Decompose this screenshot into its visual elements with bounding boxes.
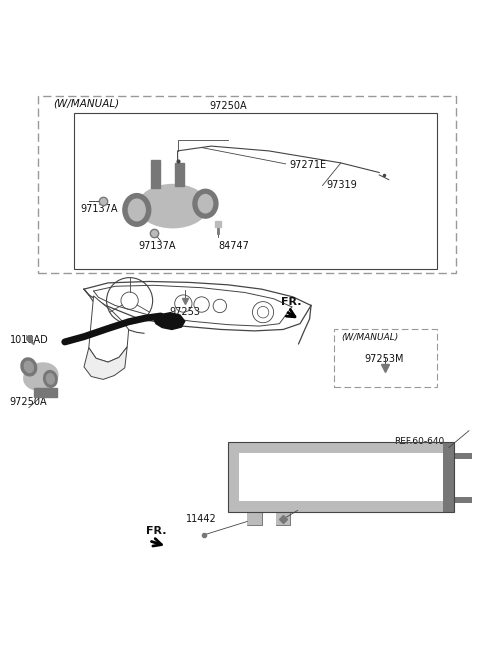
Text: 97253: 97253 bbox=[169, 307, 200, 317]
Text: 11442: 11442 bbox=[186, 514, 217, 524]
Text: (W/MANUAL): (W/MANUAL) bbox=[341, 333, 398, 342]
Polygon shape bbox=[84, 347, 127, 379]
Bar bbox=[74, 112, 437, 269]
Text: FR.: FR. bbox=[281, 298, 301, 307]
Polygon shape bbox=[89, 296, 129, 362]
Ellipse shape bbox=[198, 194, 213, 213]
Bar bbox=[228, 442, 454, 512]
Ellipse shape bbox=[24, 363, 58, 390]
Bar bbox=[334, 329, 437, 387]
Polygon shape bbox=[247, 512, 262, 526]
Polygon shape bbox=[443, 442, 454, 512]
Text: (W/MANUAL): (W/MANUAL) bbox=[53, 98, 119, 108]
FancyBboxPatch shape bbox=[151, 160, 160, 188]
Polygon shape bbox=[228, 501, 454, 512]
Polygon shape bbox=[239, 453, 443, 501]
Text: 96985: 96985 bbox=[249, 487, 279, 497]
Polygon shape bbox=[454, 453, 472, 459]
Ellipse shape bbox=[123, 194, 151, 226]
Ellipse shape bbox=[47, 374, 54, 384]
Text: 97253M: 97253M bbox=[364, 354, 404, 365]
Text: 84747: 84747 bbox=[218, 241, 249, 251]
FancyBboxPatch shape bbox=[175, 163, 184, 186]
Text: 97250A: 97250A bbox=[10, 397, 47, 407]
Bar bbox=[38, 96, 456, 273]
Ellipse shape bbox=[193, 189, 218, 218]
FancyBboxPatch shape bbox=[34, 388, 57, 397]
Polygon shape bbox=[454, 497, 472, 503]
Text: FR.: FR. bbox=[146, 526, 167, 536]
Polygon shape bbox=[228, 442, 239, 512]
Ellipse shape bbox=[44, 371, 57, 387]
Ellipse shape bbox=[21, 358, 36, 376]
Text: 97271E: 97271E bbox=[289, 160, 326, 170]
Polygon shape bbox=[276, 512, 290, 526]
Text: 97250A: 97250A bbox=[209, 101, 247, 111]
Ellipse shape bbox=[24, 361, 33, 373]
Ellipse shape bbox=[138, 185, 207, 228]
Text: 97137A: 97137A bbox=[81, 204, 118, 214]
Text: REF.60-640: REF.60-640 bbox=[395, 437, 445, 446]
Text: 1018AD: 1018AD bbox=[10, 335, 48, 346]
Polygon shape bbox=[228, 442, 454, 453]
Ellipse shape bbox=[128, 199, 145, 221]
Text: REF.60-640: REF.60-640 bbox=[394, 455, 444, 464]
Text: 97137A: 97137A bbox=[138, 241, 176, 251]
Polygon shape bbox=[154, 313, 185, 329]
Text: 97319: 97319 bbox=[326, 181, 357, 191]
